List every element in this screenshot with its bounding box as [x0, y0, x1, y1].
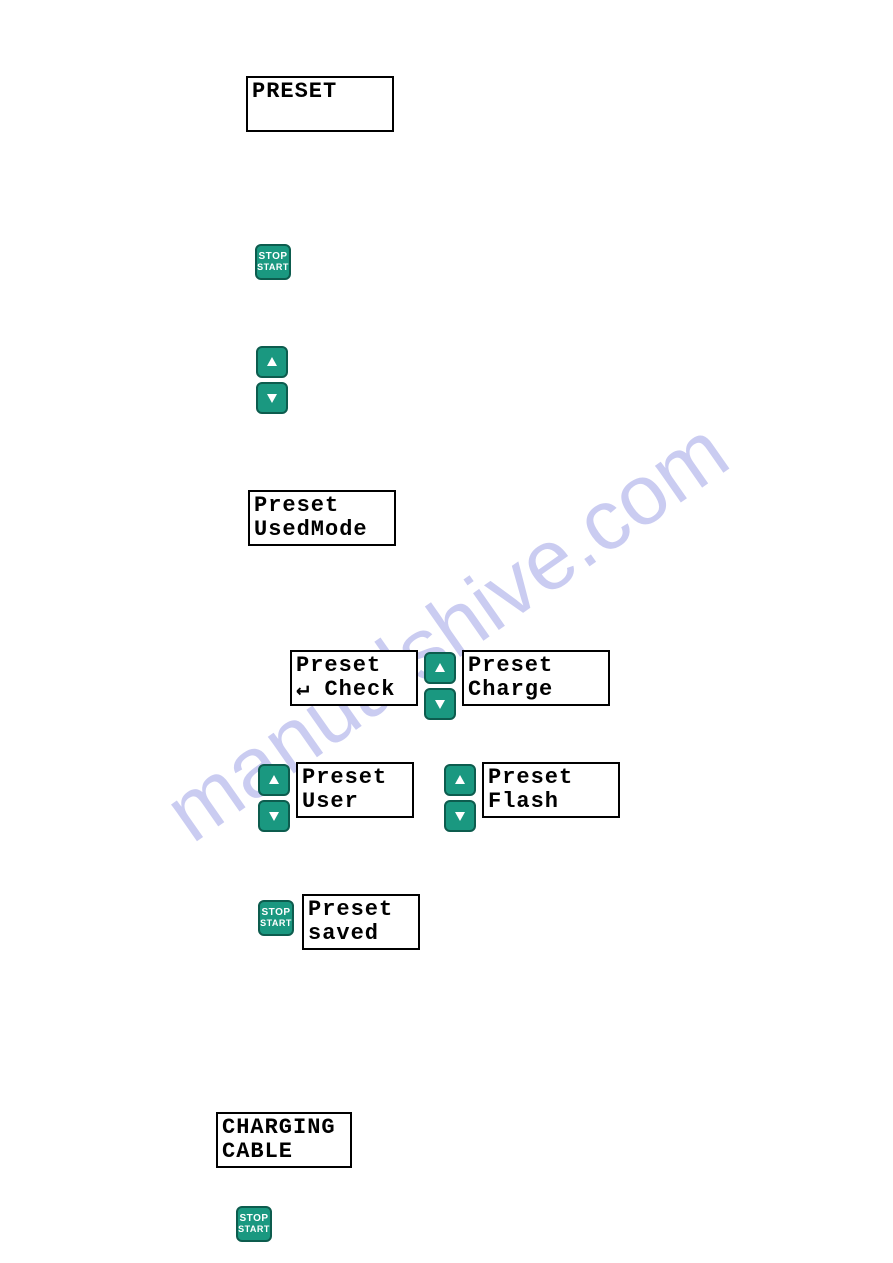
arrow-up-icon	[265, 355, 279, 369]
arrow-down-button[interactable]	[424, 688, 456, 720]
lcd-line1: Preset	[302, 766, 408, 790]
arrow-up-icon	[453, 773, 467, 787]
stop-start-button[interactable]: STOPSTART	[255, 244, 291, 280]
arrow-up-icon	[267, 773, 281, 787]
lcd-line2: User	[302, 790, 408, 814]
lcd-preset: PRESET	[246, 76, 394, 132]
arrow-up-icon	[433, 661, 447, 675]
lcd-line1: PRESET	[252, 80, 388, 104]
lcd-line1: CHARGING	[222, 1116, 346, 1140]
lcd-line1: Preset	[488, 766, 614, 790]
arrow-down-button[interactable]	[258, 800, 290, 832]
lcd-preset-flash: PresetFlash	[482, 762, 620, 818]
lcd-line2: Charge	[468, 678, 604, 702]
lcd-preset-charge: PresetCharge	[462, 650, 610, 706]
lcd-preset-usedmode: PresetUsedMode	[248, 490, 396, 546]
lcd-line2: Flash	[488, 790, 614, 814]
arrow-down-button[interactable]	[444, 800, 476, 832]
page-root: manualshive.com PRESETSTOPSTARTPresetUse…	[0, 0, 893, 1263]
lcd-preset-check: Preset↵ Check	[290, 650, 418, 706]
arrow-down-icon	[267, 809, 281, 823]
arrow-up-button[interactable]	[258, 764, 290, 796]
arrow-up-button[interactable]	[424, 652, 456, 684]
lcd-line1: Preset	[296, 654, 412, 678]
lcd-line2: CABLE	[222, 1140, 346, 1164]
start-label: START	[260, 918, 292, 929]
lcd-line1: Preset	[308, 898, 414, 922]
arrow-down-icon	[433, 697, 447, 711]
lcd-line2: UsedMode	[254, 518, 390, 542]
lcd-charging-cable: CHARGINGCABLE	[216, 1112, 352, 1168]
stop-label: STOP	[261, 907, 290, 918]
lcd-preset-user: PresetUser	[296, 762, 414, 818]
stop-start-button[interactable]: STOPSTART	[236, 1206, 272, 1242]
start-label: START	[238, 1224, 270, 1235]
lcd-preset-saved: Presetsaved	[302, 894, 420, 950]
arrow-down-button[interactable]	[256, 382, 288, 414]
stop-label: STOP	[258, 251, 287, 262]
arrow-down-icon	[453, 809, 467, 823]
stop-label: STOP	[239, 1213, 268, 1224]
arrow-up-button[interactable]	[256, 346, 288, 378]
stop-start-button[interactable]: STOPSTART	[258, 900, 294, 936]
lcd-line2: saved	[308, 922, 414, 946]
lcd-line1: Preset	[254, 494, 390, 518]
lcd-line1: Preset	[468, 654, 604, 678]
arrow-down-icon	[265, 391, 279, 405]
start-label: START	[257, 262, 289, 273]
arrow-up-button[interactable]	[444, 764, 476, 796]
lcd-line2: ↵ Check	[296, 678, 412, 702]
